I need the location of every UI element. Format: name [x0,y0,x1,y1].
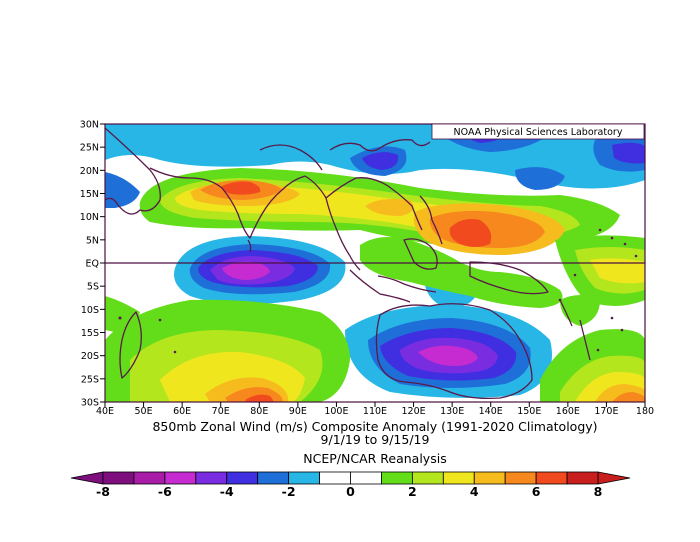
colorbar-swatch [195,471,228,485]
lon-tick-label: 70E [212,406,230,417]
colorbar-tick-label: 6 [532,484,541,499]
colorbar: -8 -6 -4 -2 0 2 4 6 8 [70,471,631,499]
colorbar-swatch [566,471,599,485]
colorbar-swatch [442,471,475,485]
colorbar-swatch [381,471,413,485]
lat-tick-label: 5S [87,282,99,293]
lat-tick-label: 5N [86,235,99,246]
lon-tick-label: 180 [636,406,654,417]
lat-tick-label: 25S [81,374,99,385]
colorbar-swatch [164,471,197,485]
colorbar-tick-label: -2 [282,484,296,499]
colorbar-tick-label: -8 [96,484,110,499]
lat-tick-label: 15S [81,328,99,339]
colorbar-swatch [473,471,506,485]
lat-tick-label: 30N [80,120,99,131]
lon-tick-label: 90E [289,406,307,417]
colorbar-swatch [102,471,135,485]
lon-tick-label: 40E [96,406,114,417]
lon-tick-label: 100E [324,406,348,417]
lat-tick-label: 20N [80,166,99,177]
credit-box: NOAA Physical Sciences Laboratory [431,123,645,140]
lat-tick-label: 30S [81,398,99,409]
lat-tick-label: 25N [80,143,99,154]
islands [118,228,638,354]
colorbar-swatch [288,471,320,485]
lon-tick-label: 60E [173,406,191,417]
colorbar-tick-label: -4 [220,484,234,499]
map-title-line2: 9/1/19 to 9/15/19 [321,432,430,447]
lat-tick-label: 10S [81,305,99,316]
lon-tick-label: 80E [250,406,268,417]
colorbar-tick-label: 0 [346,484,355,499]
map-title-line3: NCEP/NCAR Reanalysis [303,451,446,466]
lon-tick-label: 160E [556,406,580,417]
lon-tick-label: 50E [135,406,153,417]
lon-tick-label: 170E [594,406,618,417]
credit-label: NOAA Physical Sciences Laboratory [454,127,623,138]
colorbar-max-arrow [597,471,631,485]
colorbar-tick-label: -6 [158,484,172,499]
lon-tick-label: 150E [517,406,541,417]
colorbar-swatch [504,471,537,485]
latitude-axis: 30N 25N 20N 15N 10N 5N EQ 5S 10S 15S 20S 25S 30S [80,120,105,409]
colorbar-tick-label: 2 [408,484,417,499]
colorbar-swatch [133,471,166,485]
lat-tick-label: 15N [80,189,99,200]
colorbar-swatch [257,471,290,485]
colorbar-swatch [350,471,382,485]
colorbar-tick-label: 4 [470,484,479,499]
colorbar-min-arrow [70,471,104,485]
colorbar-swatch [319,471,351,485]
colorbar-swatch [226,471,259,485]
positive-anomaly-fields [105,168,645,402]
lon-tick-label: 130E [440,406,464,417]
colorbar-swatch [535,471,568,485]
longitude-axis: 40E 50E 60E 70E 80E 90E 100E 110E 120E 130E 140E 15… [96,402,654,417]
lon-tick-label: 140E [479,406,503,417]
lat-tick-label: 10N [80,212,99,223]
lon-tick-label: 110E [363,406,387,417]
coastlines [105,127,591,400]
colorbar-swatch [411,471,444,485]
colorbar-tick-label: 8 [594,484,603,499]
lat-tick-label: EQ [86,259,99,270]
map-title-line1: 850mb Zonal Wind (m/s) Composite Anomaly… [152,419,597,434]
lat-tick-label: 20S [81,351,99,362]
plot-area [105,124,645,402]
lon-tick-label: 120E [402,406,426,417]
